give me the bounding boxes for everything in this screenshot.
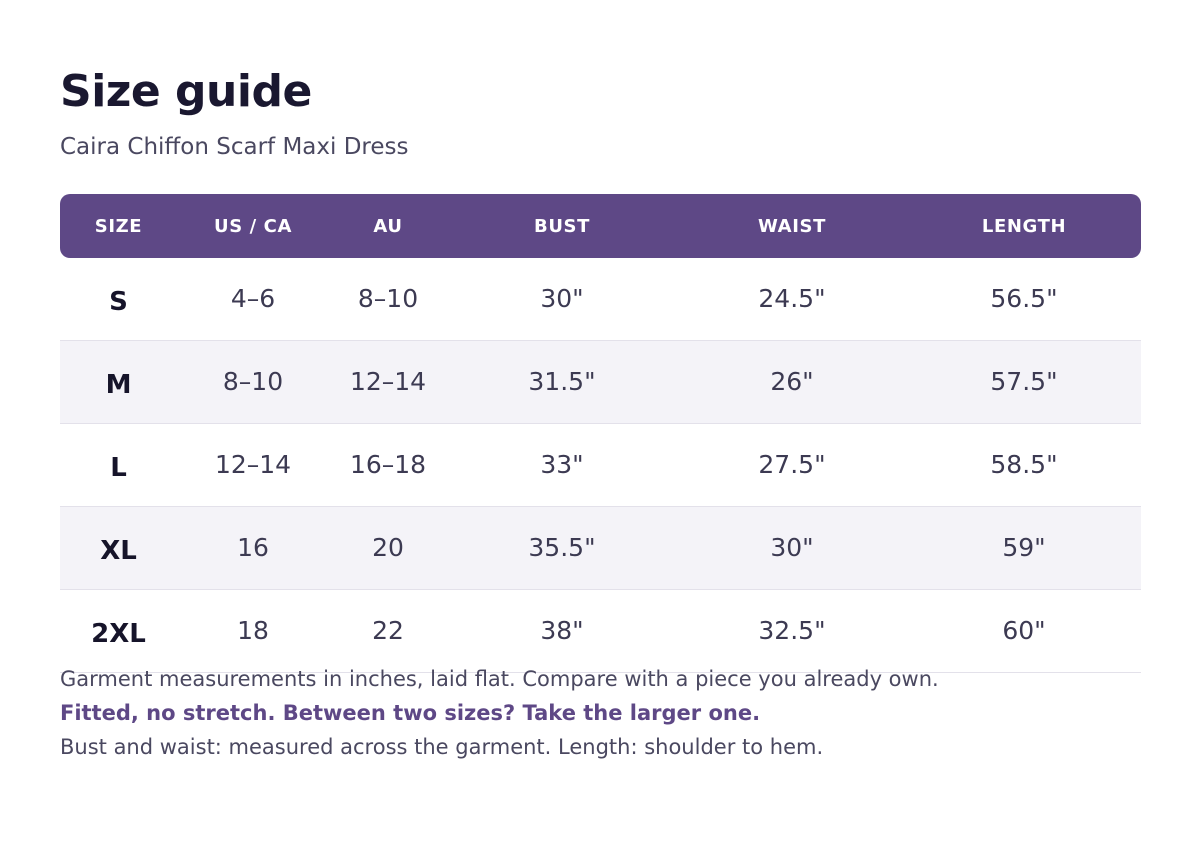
length-value: 57.5" bbox=[907, 340, 1141, 424]
bust-value: 30" bbox=[447, 258, 677, 341]
au-value: 16–18 bbox=[329, 423, 447, 507]
size-label: 2XL bbox=[60, 589, 177, 673]
au-value: 20 bbox=[329, 506, 447, 590]
size-table: SIZE US / CA AU BUST WAIST LENGTH S 4–6 … bbox=[60, 194, 1141, 673]
table-row: S 4–6 8–10 30" 24.5" 56.5" bbox=[60, 258, 1141, 341]
table-row: 2XL 18 22 38" 32.5" 60" bbox=[60, 589, 1141, 673]
bust-value: 38" bbox=[447, 589, 677, 673]
bust-value: 31.5" bbox=[447, 340, 677, 424]
table-row: M 8–10 12–14 31.5" 26" 57.5" bbox=[60, 340, 1141, 424]
measurement-note: Garment measurements in inches, laid fla… bbox=[60, 667, 939, 691]
column-header-size: SIZE bbox=[94, 215, 143, 237]
size-label: M bbox=[60, 340, 177, 424]
waist-value: 30" bbox=[677, 506, 907, 590]
page-title: Size guide bbox=[60, 66, 312, 117]
table-row: L 12–14 16–18 33" 27.5" 58.5" bbox=[60, 423, 1141, 507]
au-value: 8–10 bbox=[329, 258, 447, 341]
product-name: Caira Chiffon Scarf Maxi Dress bbox=[60, 134, 409, 160]
waist-value: 26" bbox=[677, 340, 907, 424]
au-value: 12–14 bbox=[329, 340, 447, 424]
au-value: 22 bbox=[329, 589, 447, 673]
column-header-us-ca: US / CA bbox=[213, 215, 293, 237]
column-header-waist: WAIST bbox=[758, 215, 826, 237]
bust-value: 35.5" bbox=[447, 506, 677, 590]
us-ca-value: 4–6 bbox=[177, 258, 329, 341]
us-ca-value: 8–10 bbox=[177, 340, 329, 424]
length-value: 60" bbox=[907, 589, 1141, 673]
waist-value: 24.5" bbox=[677, 258, 907, 341]
size-label: S bbox=[60, 258, 177, 341]
length-value: 58.5" bbox=[907, 423, 1141, 507]
us-ca-value: 16 bbox=[177, 506, 329, 590]
waist-value: 32.5" bbox=[677, 589, 907, 673]
table-row: XL 16 20 35.5" 30" 59" bbox=[60, 506, 1141, 590]
measuring-method-note: Bust and waist: measured across the garm… bbox=[60, 735, 824, 759]
length-value: 59" bbox=[907, 506, 1141, 590]
size-label: XL bbox=[60, 506, 177, 590]
fit-note: Fitted, no stretch. Between two sizes? T… bbox=[60, 701, 761, 725]
waist-value: 27.5" bbox=[677, 423, 907, 507]
column-header-length: LENGTH bbox=[981, 215, 1067, 237]
us-ca-value: 12–14 bbox=[177, 423, 329, 507]
size-label: L bbox=[60, 423, 177, 507]
notes: Garment measurements in inches, laid fla… bbox=[60, 662, 1140, 764]
length-value: 56.5" bbox=[907, 258, 1141, 341]
table-header-row: SIZE US / CA AU BUST WAIST LENGTH bbox=[60, 194, 1141, 258]
column-header-au: AU bbox=[373, 215, 403, 237]
us-ca-value: 18 bbox=[177, 589, 329, 673]
bust-value: 33" bbox=[447, 423, 677, 507]
column-header-bust: BUST bbox=[534, 215, 590, 237]
